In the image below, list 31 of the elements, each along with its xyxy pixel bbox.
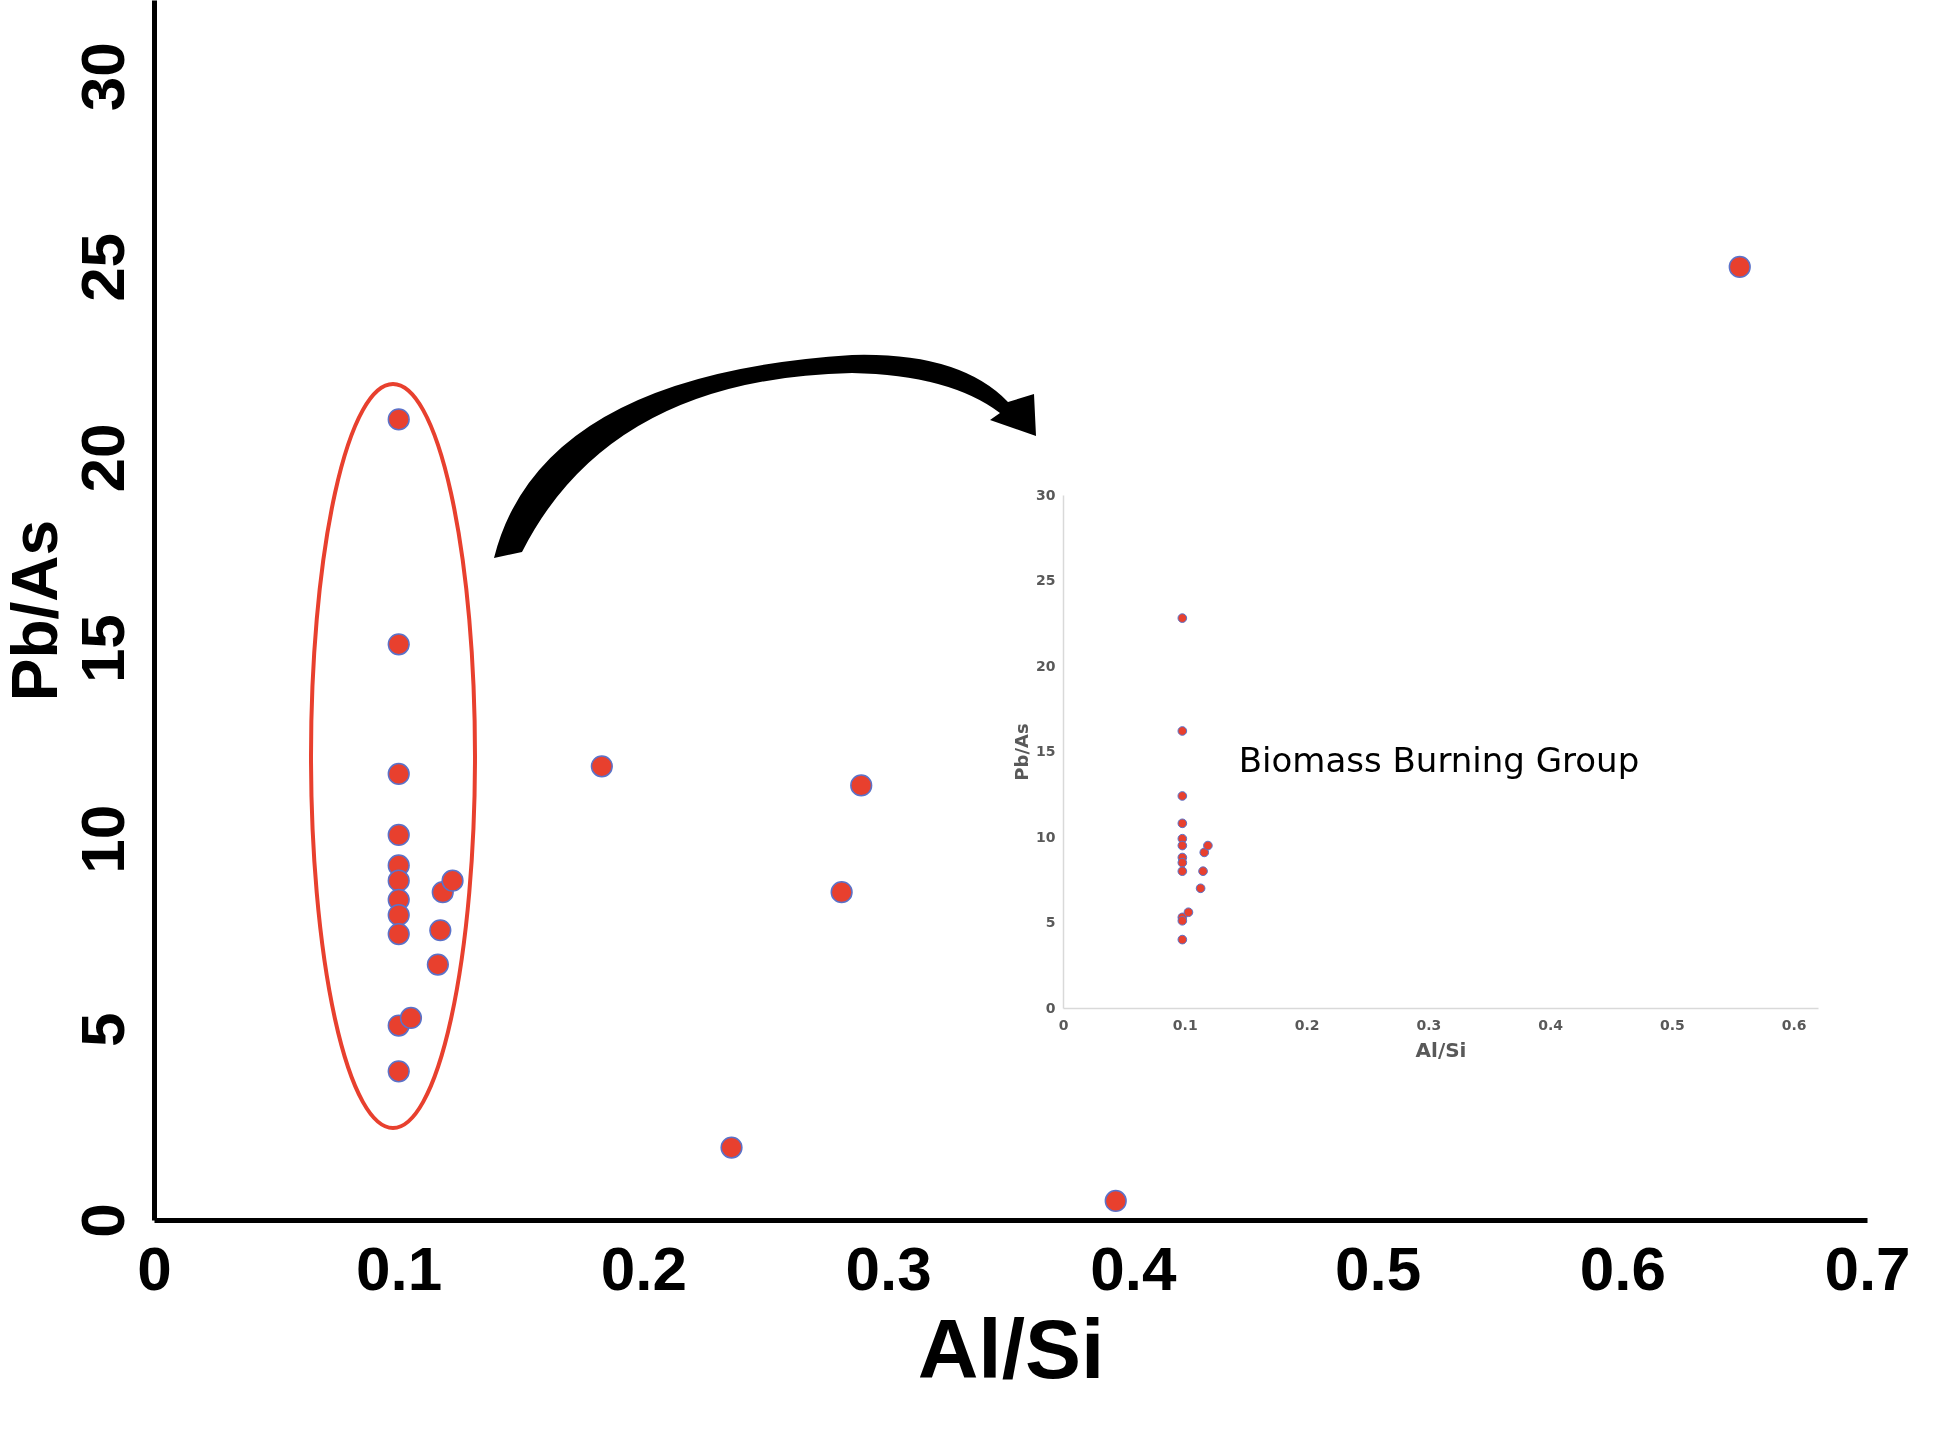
x-tick-label: 0.2 [1294, 1016, 1320, 1033]
y-tick-label: 5 [1045, 914, 1056, 930]
x-tick-label: 0.3 [845, 1233, 932, 1303]
y-tick-label: 10 [67, 804, 137, 874]
x-tick-label: 0.1 [356, 1233, 443, 1303]
x-tick-label: 0.1 [1172, 1016, 1198, 1033]
y-tick-label: 15 [1036, 743, 1056, 759]
x-tick-label: 0.6 [1781, 1016, 1807, 1033]
annotation: Biomass Burning Group [1238, 740, 1640, 780]
x-tick-label: 0.4 [1538, 1016, 1564, 1033]
x-tick-label: 0.4 [1090, 1233, 1177, 1303]
y-tick-label: 20 [67, 423, 137, 493]
x-tick-label: 0.7 [1824, 1233, 1911, 1303]
y-tick-label: 0 [67, 1203, 137, 1238]
x-tick-label: 0.5 [1334, 1233, 1422, 1303]
y-tick-label: 25 [1036, 572, 1056, 588]
x-tick-label: 0 [1058, 1016, 1069, 1033]
x-axis-title: Al/Si [1415, 1037, 1467, 1062]
y-tick-label: 20 [1036, 657, 1056, 674]
y-tick-label: 25 [67, 232, 137, 302]
x-tick-label: 0.5 [1659, 1016, 1685, 1033]
x-tick-label: 0.6 [1579, 1233, 1666, 1303]
y-tick-label: 30 [67, 42, 137, 112]
y-tick-label: 5 [67, 1012, 137, 1048]
y-tick-label: 10 [1036, 828, 1056, 845]
x-axis-title: Al/Si [917, 1301, 1105, 1396]
y-axis-title: Pb/As [1011, 723, 1033, 781]
y-tick-label: 0 [1045, 999, 1056, 1016]
x-tick-label: 0.2 [600, 1233, 688, 1303]
x-tick-label: 0.3 [1416, 1016, 1442, 1033]
y-tick-label: 30 [1036, 486, 1056, 503]
